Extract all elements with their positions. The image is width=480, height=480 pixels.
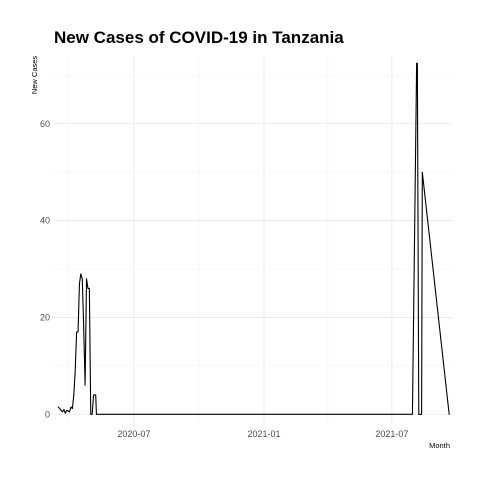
x-axis-label: Month [429,441,450,450]
y-tick-label: 40 [40,216,50,226]
x-tick-label: 2021-07 [375,429,408,439]
x-tick-labels: 2020-07 2021-01 2021-07 [117,429,408,439]
minor-grid [54,56,452,424]
series-line [57,62,450,415]
y-axis-label: New Cases [30,56,39,95]
chart-title: New Cases of COVID-19 in Tanzania [54,28,344,47]
y-tick-label: 60 [40,119,50,129]
y-tick-label: 20 [40,312,50,322]
y-tick-label: 0 [45,409,50,419]
x-tick-label: 2021-01 [247,429,280,439]
y-tick-labels: 0 20 40 60 [40,119,50,420]
x-tick-label: 2020-07 [117,429,150,439]
plot-series [57,62,450,415]
